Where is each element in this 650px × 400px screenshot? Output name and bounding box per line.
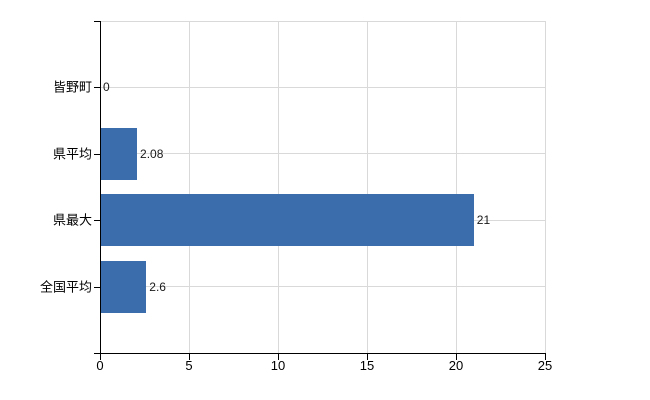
gridline-vertical <box>188 21 190 353</box>
x-tick-label: 25 <box>537 358 553 373</box>
x-tick-label: 20 <box>448 358 464 373</box>
bar <box>100 194 474 247</box>
gridline-vertical <box>366 21 368 353</box>
x-tick-label: 10 <box>270 358 286 373</box>
gridline-horizontal <box>100 286 545 288</box>
x-axis-tick <box>100 354 101 360</box>
bar-value-label: 2.08 <box>140 146 164 161</box>
bar <box>100 127 138 180</box>
bar-value-label: 0 <box>103 80 110 95</box>
gridline-vertical <box>277 21 279 353</box>
x-axis-tick <box>189 354 190 360</box>
x-tick-label: 0 <box>96 358 104 373</box>
bar <box>100 260 147 313</box>
plot-top-border <box>100 21 545 22</box>
x-tick-label: 5 <box>185 358 193 373</box>
y-axis-tick <box>94 153 100 155</box>
gridline-horizontal <box>100 86 545 88</box>
x-axis-tick <box>456 354 457 360</box>
x-axis-tick <box>545 354 546 360</box>
category-label: 皆野町 <box>52 79 92 95</box>
y-axis-tick <box>94 87 100 89</box>
y-axis-tick <box>94 220 100 222</box>
y-axis-tick <box>94 286 100 288</box>
gridline-vertical <box>455 21 457 353</box>
bar-value-label: 21 <box>476 213 491 228</box>
gridline-vertical <box>544 21 546 353</box>
y-axis-end-tick <box>94 353 100 354</box>
category-label: 全国平均 <box>39 279 92 295</box>
x-axis-tick <box>278 354 279 360</box>
category-label: 県平均 <box>52 146 92 162</box>
category-label: 県最大 <box>52 212 92 228</box>
x-axis-line <box>100 353 546 354</box>
x-axis-tick <box>367 354 368 360</box>
y-axis-line <box>100 21 101 354</box>
y-axis-end-tick <box>94 21 100 22</box>
x-tick-label: 15 <box>359 358 375 373</box>
plot-area: 0 2.08 21 2.6 <box>100 21 546 353</box>
gridline-horizontal <box>100 153 545 155</box>
bar-value-label: 2.6 <box>149 279 166 294</box>
